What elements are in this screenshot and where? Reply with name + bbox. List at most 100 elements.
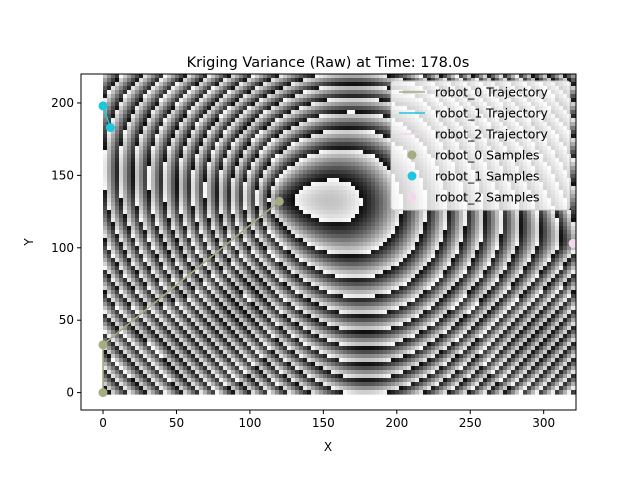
- heatmap-cell: [319, 134, 324, 139]
- heatmap-cell: [547, 218, 552, 223]
- heatmap-cell: [563, 218, 568, 223]
- heatmap-cell: [255, 170, 260, 175]
- heatmap-cell: [367, 166, 372, 171]
- heatmap-cell: [387, 98, 392, 103]
- heatmap-cell: [239, 78, 244, 83]
- heatmap-cell: [191, 146, 196, 151]
- heatmap-cell: [335, 222, 340, 227]
- heatmap-cell: [183, 102, 188, 107]
- heatmap-cell: [203, 114, 208, 119]
- heatmap-cell: [243, 110, 248, 115]
- heatmap-cell: [207, 118, 212, 123]
- heatmap-cell: [127, 182, 132, 187]
- heatmap-cell: [479, 78, 484, 83]
- heatmap-cell: [287, 182, 292, 187]
- heatmap-cell: [135, 206, 140, 211]
- heatmap-cell: [567, 222, 572, 227]
- heatmap-cell: [139, 162, 144, 167]
- heatmap-cell: [163, 202, 168, 207]
- heatmap-cell: [311, 178, 316, 183]
- heatmap-cell: [103, 146, 108, 151]
- heatmap-cell: [331, 154, 336, 159]
- heatmap-cell: [151, 190, 156, 195]
- heatmap-cell: [247, 238, 252, 243]
- heatmap-cell: [471, 210, 476, 215]
- heatmap-cell: [375, 206, 380, 211]
- heatmap-cell: [243, 146, 248, 151]
- heatmap-cell: [211, 230, 216, 235]
- heatmap-cell: [279, 86, 284, 91]
- heatmap-cell: [191, 82, 196, 87]
- heatmap-cell: [247, 194, 252, 199]
- heatmap-cell: [111, 226, 116, 231]
- heatmap-cell: [251, 234, 256, 239]
- heatmap-cell: [263, 94, 268, 99]
- heatmap-cell: [315, 178, 320, 183]
- heatmap-cell: [203, 222, 208, 227]
- heatmap-cell: [411, 214, 416, 219]
- heatmap-cell: [259, 238, 264, 243]
- heatmap-cell: [207, 194, 212, 199]
- heatmap-cell: [115, 130, 120, 135]
- heatmap-cell: [255, 146, 260, 151]
- heatmap-cell: [335, 230, 340, 235]
- heatmap-cell: [287, 114, 292, 119]
- heatmap-cell: [375, 86, 380, 91]
- heatmap-cell: [255, 126, 260, 131]
- heatmap-cell: [239, 186, 244, 191]
- heatmap-cell: [191, 150, 196, 155]
- heatmap-cell: [223, 102, 228, 107]
- heatmap-cell: [311, 78, 316, 83]
- heatmap-cell: [363, 214, 368, 219]
- heatmap-cell: [255, 78, 260, 83]
- heatmap-cell: [251, 238, 256, 243]
- heatmap-cell: [135, 190, 140, 195]
- heatmap-cell: [387, 94, 392, 99]
- heatmap-cell: [187, 206, 192, 211]
- heatmap-cell: [375, 110, 380, 115]
- heatmap-cell: [159, 134, 164, 139]
- heatmap-cell: [111, 206, 116, 211]
- heatmap-cell: [519, 214, 524, 219]
- heatmap-cell: [295, 230, 300, 235]
- heatmap-cell: [163, 142, 168, 147]
- heatmap-cell: [135, 166, 140, 171]
- heatmap-cell: [179, 94, 184, 99]
- heatmap-cell: [271, 122, 276, 127]
- heatmap-cell: [247, 230, 252, 235]
- heatmap-cell: [571, 142, 576, 147]
- heatmap-cell: [335, 138, 340, 143]
- heatmap-cell: [135, 154, 140, 159]
- heatmap-cell: [519, 226, 524, 231]
- heatmap-cell: [151, 114, 156, 119]
- heatmap-cell: [219, 230, 224, 235]
- heatmap-cell: [471, 230, 476, 235]
- heatmap-cell: [215, 74, 220, 79]
- heatmap-cell: [203, 226, 208, 231]
- heatmap-cell: [203, 182, 208, 187]
- heatmap-cell: [571, 202, 576, 207]
- heatmap-cell: [327, 238, 332, 243]
- heatmap-cell: [123, 150, 128, 155]
- heatmap-cell: [311, 210, 316, 215]
- heatmap-cell: [275, 226, 280, 231]
- heatmap-cell: [223, 166, 228, 171]
- heatmap-cell: [155, 74, 160, 79]
- heatmap-cell: [299, 98, 304, 103]
- heatmap-cell: [187, 214, 192, 219]
- heatmap-cell: [259, 194, 264, 199]
- heatmap-cell: [187, 182, 192, 187]
- heatmap-cell: [103, 234, 108, 239]
- heatmap-cell: [383, 198, 388, 203]
- heatmap-cell: [119, 102, 124, 107]
- heatmap-cell: [327, 86, 332, 91]
- heatmap-cell: [571, 230, 576, 235]
- heatmap-cell: [559, 218, 564, 223]
- heatmap-cell: [155, 114, 160, 119]
- heatmap-cell: [251, 210, 256, 215]
- heatmap-cell: [103, 210, 108, 215]
- heatmap-cell: [487, 210, 492, 215]
- heatmap-cell: [339, 138, 344, 143]
- heatmap-cell: [211, 130, 216, 135]
- heatmap-cell: [179, 106, 184, 111]
